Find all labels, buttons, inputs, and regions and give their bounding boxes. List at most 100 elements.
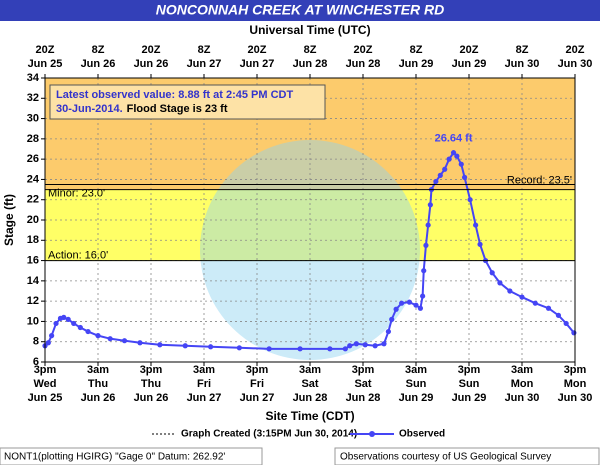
- data-point: [353, 341, 359, 347]
- x2-tick-label: Jun 27: [240, 58, 275, 70]
- x-tick-label: Jun 25: [28, 392, 63, 404]
- info-box: [49, 84, 326, 120]
- y-tick-label: 20: [27, 214, 39, 226]
- x2-tick-label: 20Z: [460, 44, 479, 56]
- data-point: [421, 268, 427, 274]
- footer-box: [0, 447, 263, 465]
- x2-tick-label: Jun 30: [558, 58, 593, 70]
- data-point: [45, 340, 51, 346]
- data-point: [532, 300, 538, 306]
- x2-tick-label: Jun 28: [346, 58, 381, 70]
- info-flood-stage: Flood Stage is 23 ft: [127, 103, 228, 115]
- x2-tick-label: 8Z: [198, 44, 211, 56]
- x-axis-label: Site Time (CDT): [265, 409, 354, 423]
- data-point: [489, 270, 495, 276]
- x-tick-label: 3pm: [564, 364, 587, 376]
- x-tick-label: Jun 27: [240, 392, 275, 404]
- x2-tick-label: 8Z: [304, 44, 317, 56]
- data-point: [413, 302, 419, 308]
- data-point: [545, 305, 552, 311]
- footer-left: NONT1(plotting HGIRG) "Gage 0" Datum: 26…: [4, 452, 225, 463]
- x2-tick-label: Jun 26: [134, 58, 169, 70]
- x-tick-label: Jun 30: [558, 392, 593, 404]
- y-tick-label: 24: [27, 173, 40, 185]
- x-tick-label: 3pm: [458, 364, 481, 376]
- data-point: [399, 300, 405, 306]
- x2-tick-label: Jun 29: [399, 58, 434, 70]
- data-point: [347, 343, 353, 349]
- data-point: [571, 330, 577, 336]
- data-point: [519, 294, 525, 300]
- x-tick-label: Fri: [197, 378, 211, 390]
- data-point: [450, 150, 457, 156]
- top-axis-label: Universal Time (UTC): [249, 23, 370, 37]
- data-point: [327, 346, 333, 352]
- data-point: [507, 288, 513, 294]
- x-tick-label: Thu: [88, 378, 108, 390]
- data-point: [467, 197, 473, 203]
- data-point: [393, 306, 399, 312]
- data-point: [433, 178, 439, 185]
- legend-label: Observed: [399, 429, 445, 440]
- x2-tick-label: Jun 25: [28, 58, 63, 70]
- x-tick-label: Jun 28: [346, 392, 381, 404]
- info-date: 30-Jun-2014.: [56, 103, 123, 115]
- x2-tick-label: 20Z: [248, 44, 267, 56]
- data-point: [385, 328, 391, 335]
- y-tick-label: 10: [27, 315, 39, 327]
- x-tick-label: Sat: [354, 378, 371, 390]
- x-tick-label: Thu: [141, 378, 161, 390]
- y-tick-label: 28: [27, 133, 39, 145]
- x-tick-label: Wed: [33, 378, 56, 390]
- y-tick-label: 34: [27, 72, 40, 84]
- data-point: [427, 202, 433, 208]
- data-point: [563, 320, 569, 327]
- x-tick-label: Jun 27: [187, 392, 222, 404]
- y-tick-label: 12: [27, 295, 39, 307]
- data-point: [417, 305, 424, 311]
- y-tick-label: 14: [27, 275, 40, 287]
- data-point: [473, 222, 479, 228]
- y-tick-label: 18: [27, 234, 39, 246]
- y-tick-label: 30: [27, 112, 39, 124]
- x2-tick-label: 20Z: [142, 44, 161, 56]
- data-point: [497, 280, 503, 286]
- y-tick-label: 32: [27, 92, 39, 104]
- data-point: [423, 242, 429, 248]
- plot-frame: [44, 77, 576, 363]
- x2-tick-label: 20Z: [354, 44, 373, 56]
- data-point: [442, 166, 448, 172]
- data-point: [95, 333, 101, 339]
- x-tick-label: 3pm: [34, 364, 57, 376]
- x-tick-label: Jun 30: [505, 392, 540, 404]
- data-point: [208, 344, 214, 350]
- y-tick-label: 26: [27, 153, 39, 165]
- y-axis-label: Stage (ft): [2, 194, 16, 246]
- x2-tick-label: Jun 30: [505, 58, 540, 70]
- data-point: [372, 343, 378, 349]
- x-tick-label: 3pm: [352, 364, 375, 376]
- data-point: [477, 241, 483, 247]
- x2-tick-label: 8Z: [92, 44, 105, 56]
- x-tick-label: Sun: [459, 378, 480, 390]
- x-tick-label: 3pm: [246, 364, 269, 376]
- y-tick-label: 16: [27, 254, 39, 266]
- x2-tick-label: Jun 28: [293, 58, 328, 70]
- peak-annotation: 26.64 ft: [435, 133, 473, 145]
- x-tick-label: Sat: [301, 378, 318, 390]
- data-point: [362, 342, 368, 348]
- x-tick-label: Jun 26: [134, 392, 169, 404]
- data-point: [461, 174, 468, 180]
- threshold-label: Action: 16.0': [48, 249, 108, 261]
- graph-created: Graph Created (3:15PM Jun 30, 2014): [181, 429, 357, 440]
- x2-tick-label: Jun 26: [81, 58, 116, 70]
- data-point: [342, 346, 348, 352]
- x-tick-label: Mon: [564, 378, 587, 390]
- x-tick-label: Jun 28: [293, 392, 328, 404]
- data-point: [437, 172, 443, 178]
- title-bar: [0, 0, 600, 21]
- y-tick-label: 22: [27, 194, 39, 206]
- x-tick-label: Sun: [406, 378, 427, 390]
- data-point: [61, 314, 67, 320]
